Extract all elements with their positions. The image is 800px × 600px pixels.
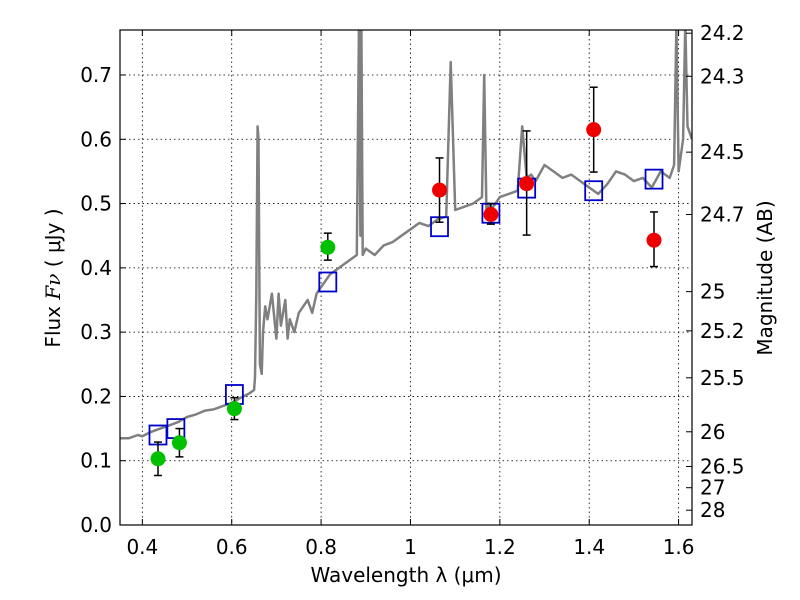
magnitude-tick-label: 25.5 [700, 366, 745, 390]
magnitude-tick-label: 26 [700, 420, 725, 444]
magnitude-tick-label: 24.7 [700, 203, 745, 227]
magnitude-tick-label: 25.2 [700, 319, 745, 343]
magnitude-tick-label: 24.5 [700, 140, 745, 164]
grid [120, 30, 692, 526]
red-data-point [519, 176, 535, 192]
magnitude-tick-label: 26.5 [700, 455, 745, 479]
spectrum-line [120, 30, 692, 440]
y-tick-label: 0.6 [80, 127, 112, 151]
y-tick-label: 0.7 [80, 63, 112, 87]
red-data-point [586, 122, 602, 138]
green-data-point [150, 451, 166, 467]
model-flux-square [584, 180, 604, 202]
magnitude-tick-label: 27 [700, 476, 725, 500]
model-flux-square [318, 271, 338, 293]
y-axis-label: Flux Fν ( μJy ) [41, 208, 65, 347]
red-data-point [646, 232, 662, 248]
y-axis-label-prefix: Flux [41, 300, 65, 348]
data-points [148, 86, 664, 477]
axis-ticks: 0.4 0.6 0.8 1 1.2 1.4 1.6 0.0 0.1 0.2 0.3 0.4 0.5 0.6… [80, 21, 744, 559]
y-tick-label: 0.0 [80, 513, 112, 537]
magnitude-tick-label: 25 [700, 280, 725, 304]
green-data-point [226, 401, 242, 417]
y-tick-label: 0.4 [80, 256, 112, 280]
y-tick-label: 0.2 [80, 384, 112, 408]
green-data-point [171, 435, 187, 451]
x-axis-label: Wavelength λ (μm) [310, 563, 501, 587]
model-spectrum [120, 30, 692, 440]
magnitude-tick-label: 28 [700, 498, 725, 522]
magnitude-tick-label: 24.2 [700, 21, 745, 45]
x-tick-label: 0.6 [216, 535, 248, 559]
y-tick-label: 0.1 [80, 449, 112, 473]
model-flux-square [644, 168, 664, 190]
x-tick-label: 1.2 [484, 535, 516, 559]
y-tick-label: 0.5 [80, 192, 112, 216]
right-axis-label: Magnitude (AB) [753, 200, 777, 355]
x-tick-label: 1 [404, 535, 417, 559]
magnitude-tick-label: 24.3 [700, 64, 745, 88]
y-tick-label: 0.3 [80, 320, 112, 344]
red-data-point [432, 182, 448, 198]
x-tick-label: 0.8 [305, 535, 337, 559]
plot-frame [119, 29, 693, 526]
x-tick-label: 1.4 [573, 535, 605, 559]
x-tick-label: 0.4 [126, 535, 158, 559]
x-tick-label: 1.6 [663, 535, 695, 559]
y-axis-label-suffix: ( μJy ) [41, 208, 65, 273]
green-data-point [320, 239, 336, 255]
red-data-point [483, 207, 499, 222]
y-axis-label-symbol: Fν [41, 274, 65, 301]
